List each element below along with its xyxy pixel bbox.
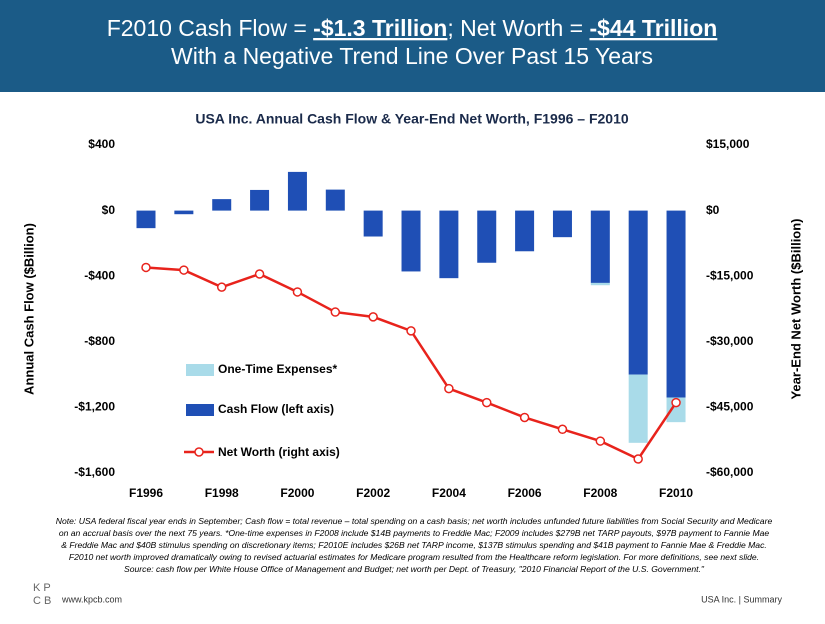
bar — [477, 210, 497, 263]
marker — [633, 454, 643, 464]
x-tick-label: F2000 — [280, 486, 314, 500]
marker — [179, 265, 189, 275]
marker — [368, 312, 378, 322]
y2-tick-label: -$30,000 — [706, 334, 754, 348]
y-tick-label: -$400 — [84, 268, 115, 282]
bar — [515, 210, 535, 252]
bar — [401, 210, 421, 272]
x-tick-label: F2002 — [356, 486, 390, 500]
legend-label: One-Time Expenses* — [218, 362, 337, 376]
bar — [628, 210, 648, 375]
marker — [141, 262, 151, 273]
bar — [174, 210, 194, 215]
bar — [136, 210, 156, 229]
legend-label: Net Worth (right axis) — [218, 445, 340, 459]
marker — [406, 326, 416, 336]
y-tick-label: $0 — [102, 203, 116, 217]
legend-swatch — [186, 364, 214, 376]
marker — [671, 397, 681, 408]
marker — [595, 436, 606, 446]
header-text: F2010 Cash Flow = — [107, 15, 313, 41]
bar — [552, 210, 572, 238]
footer-url: www.kpcb.com — [61, 594, 122, 604]
marker — [519, 412, 530, 423]
legend-label: Cash Flow (left axis) — [218, 402, 334, 416]
y-tick-label: -$800 — [84, 334, 115, 348]
y2-axis-label: Year-End Net Worth ($Billion) — [788, 218, 803, 399]
bar — [325, 189, 345, 211]
y-tick-label: -$1,600 — [74, 465, 115, 479]
marker — [216, 282, 227, 292]
marker — [330, 307, 341, 317]
marker — [292, 287, 303, 297]
y-tick-label: $400 — [88, 137, 115, 151]
legend-swatch — [186, 404, 214, 416]
y2-tick-label: $0 — [706, 203, 720, 217]
x-tick-label: F2004 — [432, 486, 466, 500]
bar — [250, 189, 270, 211]
bar — [212, 199, 232, 211]
marker — [444, 383, 454, 394]
y-axis-label: Annual Cash Flow ($Billion) — [21, 223, 36, 395]
marker — [254, 269, 265, 279]
y2-tick-label: -$60,000 — [706, 465, 754, 479]
y2-tick-label: $15,000 — [706, 137, 750, 151]
y2-tick-label: -$15,000 — [706, 268, 754, 282]
header-highlight: -$44 Trillion — [589, 15, 717, 41]
x-tick-label: F1996 — [129, 486, 163, 500]
note: Note: USA federal fiscal year ends in Se… — [55, 516, 773, 574]
legend-marker — [194, 447, 204, 457]
bar — [287, 171, 307, 211]
logo: KP — [33, 582, 54, 594]
bar — [666, 210, 686, 398]
bar — [439, 210, 459, 279]
x-tick-label: F2006 — [508, 486, 542, 500]
chart-title: USA Inc. Annual Cash Flow & Year-End Net… — [195, 111, 629, 127]
y2-tick-label: -$45,000 — [706, 400, 754, 414]
header-highlight: -$1.3 Trillion — [313, 15, 447, 41]
marker — [481, 397, 492, 408]
bar — [590, 282, 610, 286]
marker — [557, 424, 568, 435]
y-tick-label: -$1,200 — [74, 400, 115, 414]
x-tick-label: F1998 — [205, 486, 239, 500]
header-text: ; Net Worth = — [447, 15, 589, 41]
bar — [628, 374, 648, 443]
header-line1: F2010 Cash Flow = -$1.3 Trillion; Net Wo… — [107, 15, 718, 41]
header-line2: With a Negative Trend Line Over Past 15 … — [171, 43, 653, 69]
x-tick-label: F2008 — [583, 486, 617, 500]
header-bar — [0, 0, 825, 92]
logo: CB — [33, 595, 54, 607]
bar — [590, 210, 610, 283]
bar — [666, 397, 686, 423]
footer-section: USA Inc. | Summary — [701, 594, 782, 604]
bar — [363, 210, 383, 237]
x-tick-label: F2010 — [659, 486, 693, 500]
